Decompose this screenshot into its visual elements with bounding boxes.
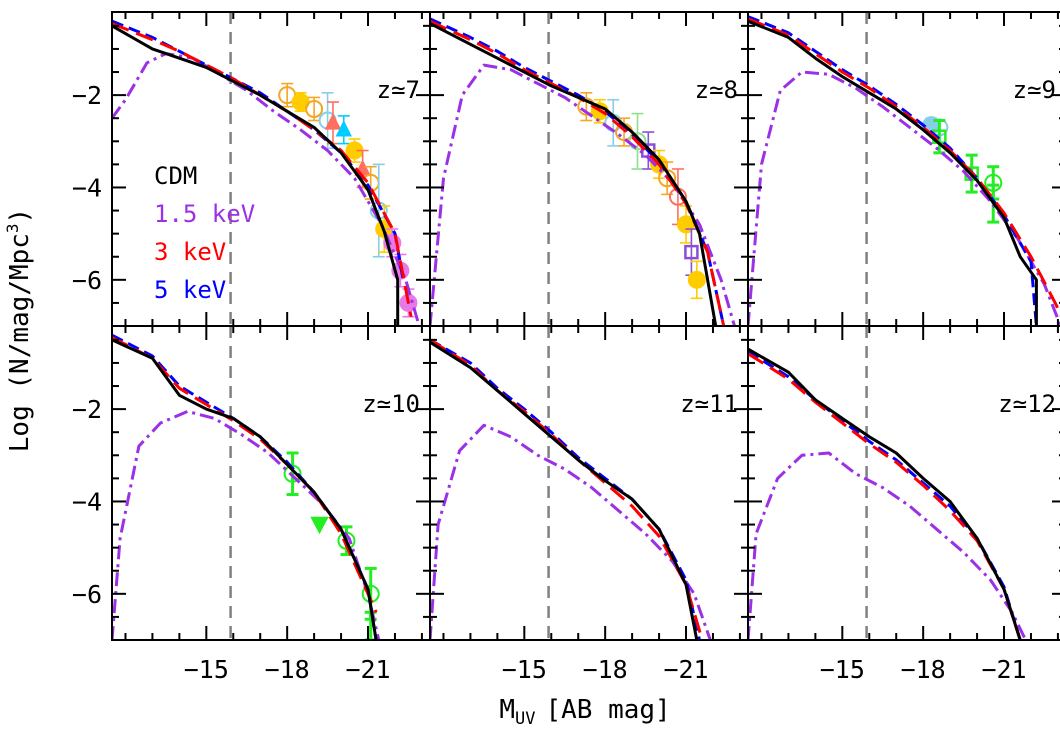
series-line-wdm_5 [112,333,378,640]
marker-circle [687,270,706,289]
panel-plot-area [748,326,1027,640]
series-line-wdm_3 [748,352,1022,640]
x-tick-label: −18 [583,655,628,684]
x-tick-label: −15 [820,655,865,684]
y-axis-label-main: Log (N/mag/Mpc [5,233,35,452]
y-tick-label: −2 [72,81,102,110]
x-axis-label-subscript: UV [515,709,535,726]
y-tick-label: −6 [72,580,102,609]
marker-square [684,244,699,260]
series-line-wdm_1p5 [430,423,712,640]
panel-plot-area [748,12,1060,326]
y-axis-label: Log (N/mag/Mpc3) [3,208,35,452]
marker-circle [305,99,324,118]
panel-plot-area [112,12,421,326]
data-point [684,228,699,277]
marker-circle [283,464,302,483]
x-tick-label: −21 [345,655,390,684]
data-point [345,138,364,163]
data-point [335,115,352,145]
series-line-cdm [748,347,1022,640]
legend-entry: 1.5 keV [154,200,255,228]
legend-entry: 3 keV [154,238,226,266]
series-line-wdm_1p5 [748,451,1027,640]
series-line-wdm_3 [112,22,413,318]
marker-triangle [324,113,342,130]
legend: CDM 1.5 keV 3 keV 5 keV [154,162,255,304]
panel-plot-area [430,12,736,326]
legend-entry: 5 keV [154,276,226,304]
y-axis-label-end: ) [5,208,35,224]
panel-2: z≃8 [429,11,749,327]
panel-redshift-label: z≃9 [1013,76,1056,104]
series-line-wdm_1p5 [748,70,1060,326]
series-line-wdm_5 [430,17,726,326]
series-line-wdm_3 [748,17,1060,317]
panel-redshift-label: z≃11 [680,390,738,418]
panel-4: −15 −18 −21 −2 −4 −6 z≃10 [72,325,431,684]
series-line-wdm_3 [112,336,378,613]
panel-frame [747,11,1060,327]
panel-5: −15 −18 −21 z≃11 [429,325,749,684]
panel-redshift-label: z≃12 [998,390,1056,418]
marker-triangle [335,120,352,137]
series-line-wdm_5 [430,338,701,640]
panels-layer: −2 −4 −6 z≃7 z≃8 z≃9 −15 −18 −21 −2 −4 −6 z≃10 −15 −18… [72,11,1060,684]
data-point [369,163,388,258]
legend-entry: CDM [154,162,197,190]
series-line-cdm [430,340,699,640]
panel-6: −15 −18 −21 z≃12 [747,325,1060,684]
y-tick-label: −4 [72,487,102,516]
panel-redshift-label: z≃8 [695,76,738,104]
y-tick-label: −6 [72,266,102,295]
x-axis-label-main: M [499,695,515,725]
axis-labels-layer: MUV [AB mag] Log (N/mag/Mpc3) [3,208,671,729]
panel-1: −2 −4 −6 z≃7 [72,11,431,327]
y-tick-label: −2 [72,395,102,424]
series-line-wdm_1p5 [112,409,381,640]
series-line-cdm [112,338,378,640]
y-axis-label-superscript: 3 [3,223,22,233]
series-line-cdm [430,22,718,326]
series-line-wdm_5 [748,350,1022,640]
x-tick-label: −21 [981,655,1026,684]
data-point [310,516,329,535]
x-tick-label: −21 [663,655,708,684]
series-line-cdm [112,24,400,326]
x-tick-label: −18 [265,655,310,684]
x-axis-label-rest: [AB mag] [545,695,670,725]
marker-triangle-down [310,516,329,535]
panel-frame [747,325,1060,641]
data-point [305,96,324,122]
series-line-wdm_3 [430,338,704,640]
series-line-wdm_5 [748,15,1038,326]
series-line-cdm [748,19,1038,326]
panel-plot-area [112,326,381,640]
series-line-wdm_3 [430,19,726,326]
x-axis-label: MUV [AB mag] [499,695,670,726]
x-tick-label: −18 [901,655,946,684]
panel-redshift-label: z≃7 [377,76,420,104]
series-line-wdm_1p5 [430,63,736,326]
x-tick-label: −15 [502,655,547,684]
y-tick-label: −4 [72,173,102,202]
x-tick-label: −15 [184,655,229,684]
panel-3: z≃9 [747,11,1060,327]
data-point [687,260,706,300]
panel-redshift-label: z≃10 [362,390,420,418]
panel-frame [111,325,431,641]
panel-plot-area [430,326,712,640]
